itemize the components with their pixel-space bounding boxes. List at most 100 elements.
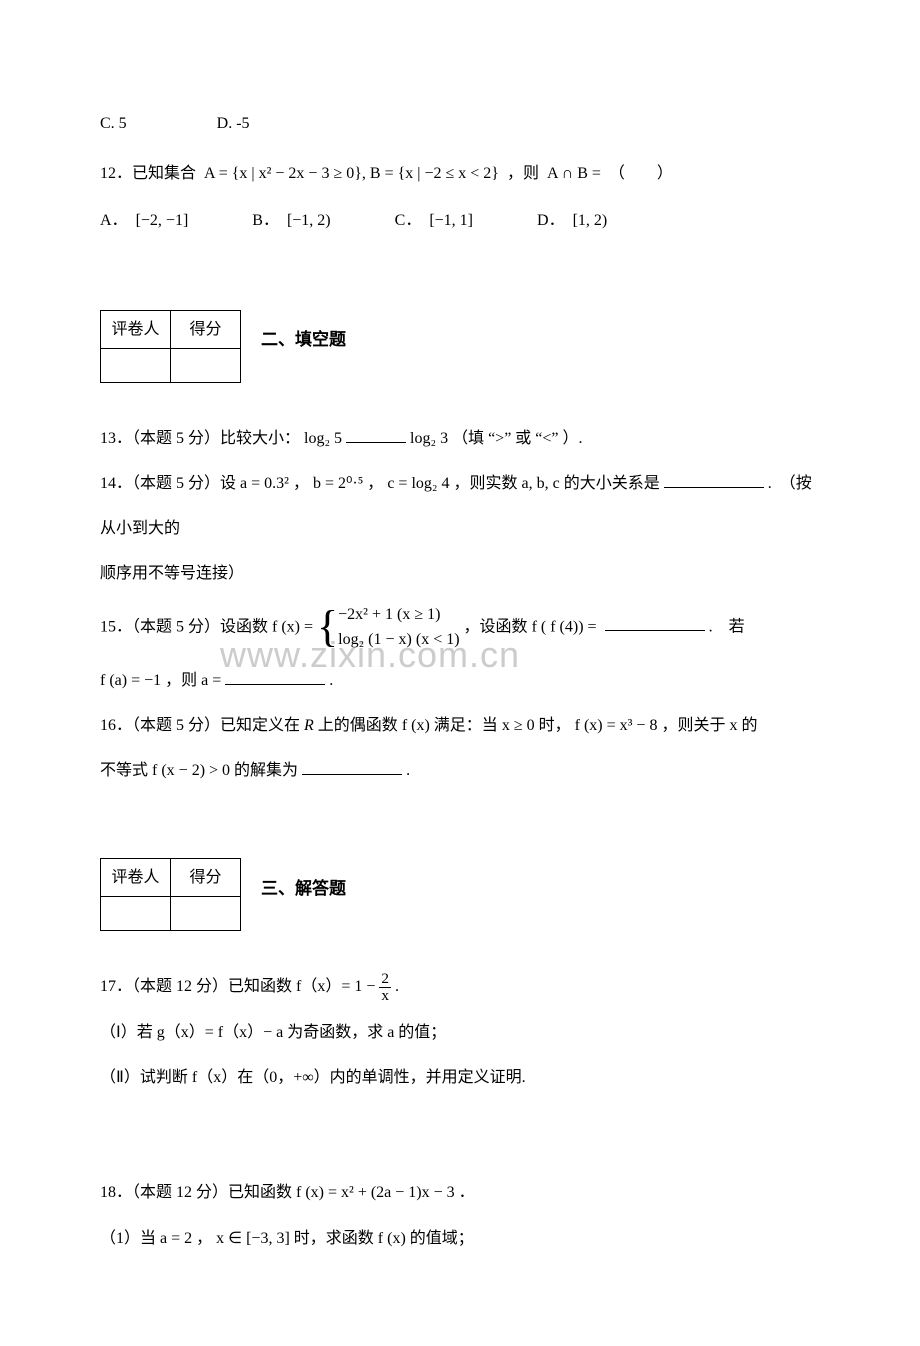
- q18-fx2: f (x): [378, 1230, 406, 1247]
- section2-header: 评卷人 得分 二、填空题: [100, 280, 820, 401]
- q15-ff4: f ( f (4)) =: [532, 618, 597, 635]
- score3-col2: 得分: [171, 859, 241, 897]
- q15-prefix: 15．（本题 5 分）设函数: [100, 618, 268, 635]
- q12-opt-a-val: [−2, −1]: [132, 202, 193, 239]
- brace-icon: {: [317, 605, 338, 649]
- q15-case1: −2x² + 1 (x ≥ 1): [338, 602, 459, 628]
- q16-cond: x ≥ 0: [502, 717, 535, 734]
- q16-mid5: 的: [741, 717, 757, 734]
- q18-fx: f (x) = x² + (2a − 1)x − 3: [296, 1184, 455, 1201]
- q12-opt-a-lead: A．: [100, 212, 128, 229]
- q14-c1: ，: [293, 475, 309, 492]
- q14-c: c = log₂ 4: [387, 475, 449, 492]
- score-blank1: [101, 348, 171, 382]
- section3-title: 三、解答题: [261, 870, 346, 907]
- q12-opt-c-lead: C．: [395, 212, 422, 229]
- q12-prefix: 12．已知集合: [100, 165, 196, 182]
- q13-lhs: log₂ 5: [304, 430, 342, 447]
- q18-prefix: 18．（本题 12 分）已知函数: [100, 1184, 292, 1201]
- q14-mid2: 的大小关系是: [564, 475, 660, 492]
- q15-case2: log₂ (1 − x) (x < 1): [338, 627, 459, 653]
- q16-mid3: 时，: [539, 717, 571, 734]
- q12-paren: （ ）: [609, 165, 673, 182]
- q12-opt-d-lead: D．: [537, 212, 565, 229]
- q13-blank: [346, 427, 406, 443]
- q16-mid1: 上的偶函数: [318, 717, 398, 734]
- q12-opt-d-val: [1, 2): [569, 202, 612, 239]
- section3-header: 评卷人 得分 三、解答题: [100, 828, 820, 949]
- q16-prefix: 16．（本题 5 分）已知定义在: [100, 717, 300, 734]
- q18-a2: a = 2: [160, 1230, 192, 1247]
- q12-suffix: ，则: [507, 165, 539, 182]
- q16-mid2: 满足：当: [434, 717, 498, 734]
- q14-line1: 14．（本题 5 分）设 a = 0.3² ， b = 2⁰·⁵ ， c = l…: [100, 466, 820, 501]
- q14-c2: ，: [367, 475, 383, 492]
- q11-options: C. 5 D. -5: [100, 106, 820, 141]
- q15-line1: 15．（本题 5 分）设函数 f (x) = { −2x² + 1 (x ≥ 1…: [100, 602, 820, 653]
- q15-fa: f (a) = −1: [100, 672, 161, 689]
- q12-opt-a: A． [−2, −1]: [100, 202, 192, 239]
- q15-a: a =: [201, 672, 221, 689]
- q16-line2: 不等式 f (x − 2) > 0 的解集为 .: [100, 753, 820, 788]
- q16-l2prefix: 不等式: [100, 762, 148, 779]
- q17-prefix: 17．（本题 12 分）已知函数 f（x）= 1 −: [100, 978, 375, 995]
- q13-rhs: log₂ 3: [410, 430, 448, 447]
- q16-l2mid: 的解集为: [234, 762, 298, 779]
- q17-part2: （Ⅱ）试判断 f（x）在（0，+∞）内的单调性，并用定义证明.: [100, 1060, 820, 1095]
- q13: 13．（本题 5 分）比较大小： log₂ 5 log₂ 3 （填 “>” 或 …: [100, 421, 820, 456]
- q14-blank: [664, 472, 764, 488]
- q16-def: f (x) = x³ − 8: [575, 717, 658, 734]
- q12-sets: A = {x | x² − 2x − 3 ≥ 0}, B = {x | −2 ≤…: [200, 155, 503, 192]
- q12-opt-b-lead: B．: [252, 212, 279, 229]
- q13-prefix: 13．（本题 5 分）比较大小：: [100, 430, 300, 447]
- q16-blank: [302, 759, 402, 775]
- q16-line1: 16．（本题 5 分）已知定义在 R 上的偶函数 f (x) 满足：当 x ≥ …: [100, 708, 820, 743]
- q16-fx: f (x): [402, 717, 430, 734]
- q15-blank2: [225, 669, 325, 685]
- q16-l2tail: .: [406, 762, 410, 779]
- q15-l2mid: ，则: [165, 672, 197, 689]
- q17-suffix: .: [395, 978, 399, 995]
- q18-p1-suffix: 的值域；: [410, 1230, 474, 1247]
- q16-x: x: [729, 717, 737, 734]
- q15-piecewise: { −2x² + 1 (x ≥ 1) log₂ (1 − x) (x < 1): [317, 602, 460, 653]
- q12-opt-d: D． [1, 2): [537, 202, 611, 239]
- q14-b: b = 2⁰·⁵: [313, 475, 363, 492]
- q14-prefix: 14．（本题 5 分）设: [100, 475, 236, 492]
- q18-p1-prefix: （1）当: [100, 1230, 156, 1247]
- q17-part1: （Ⅰ）若 g（x）= f（x）− a 为奇函数，求 a 的值；: [100, 1015, 820, 1050]
- q17-frac-den: x: [379, 988, 391, 1005]
- q12-options: A． [−2, −1] B． [−1, 2) C． [−1, 1] D． [1,…: [100, 202, 820, 239]
- score-table-3: 评卷人 得分: [100, 858, 241, 931]
- score-col2: 得分: [171, 310, 241, 348]
- q14-mid: ，则实数: [453, 475, 517, 492]
- score3-col1: 评卷人: [101, 859, 171, 897]
- q18-p1-mid: 时，求函数: [294, 1230, 374, 1247]
- q18-stem: 18．（本题 12 分）已知函数 f (x) = x² + (2a − 1)x …: [100, 1175, 820, 1210]
- q14-line3: 顺序用不等号连接）: [100, 556, 820, 591]
- score-table-2: 评卷人 得分: [100, 310, 241, 383]
- score-blank2: [171, 348, 241, 382]
- score3-blank2: [171, 897, 241, 931]
- q14-a: a = 0.3²: [240, 475, 289, 492]
- section2-title: 二、填空题: [261, 321, 346, 358]
- q12-expr: A ∩ B =: [543, 155, 605, 192]
- q18-xin: x ∈ [−3, 3]: [216, 1230, 290, 1247]
- q15-mid: ，设函数: [464, 618, 528, 635]
- q15-blank1: [605, 615, 705, 631]
- score-col1: 评卷人: [101, 310, 171, 348]
- q12-stem: 12．已知集合 A = {x | x² − 2x − 3 ≥ 0}, B = {…: [100, 155, 820, 192]
- q18-suffix: ．: [459, 1184, 475, 1201]
- q15-l2tail: .: [329, 672, 333, 689]
- q12-opt-c: C． [−1, 1]: [395, 202, 477, 239]
- q18-comma: ，: [196, 1230, 212, 1247]
- q18-part1: （1）当 a = 2 ， x ∈ [−3, 3] 时，求函数 f (x) 的值域…: [100, 1221, 820, 1256]
- q17-stem: 17．（本题 12 分）已知函数 f（x）= 1 − 2 x .: [100, 969, 820, 1005]
- q13-suffix: （填 “>” 或 “<” ）.: [452, 430, 582, 447]
- q15-tail: . 若: [709, 618, 745, 635]
- q16-ineq: f (x − 2) > 0: [152, 762, 230, 779]
- q11-opt-d: D. -5: [217, 106, 250, 141]
- q14-tail: . （按: [768, 475, 812, 492]
- q12-opt-b: B． [−1, 2): [252, 202, 334, 239]
- q14-line2: 从小到大的: [100, 511, 820, 546]
